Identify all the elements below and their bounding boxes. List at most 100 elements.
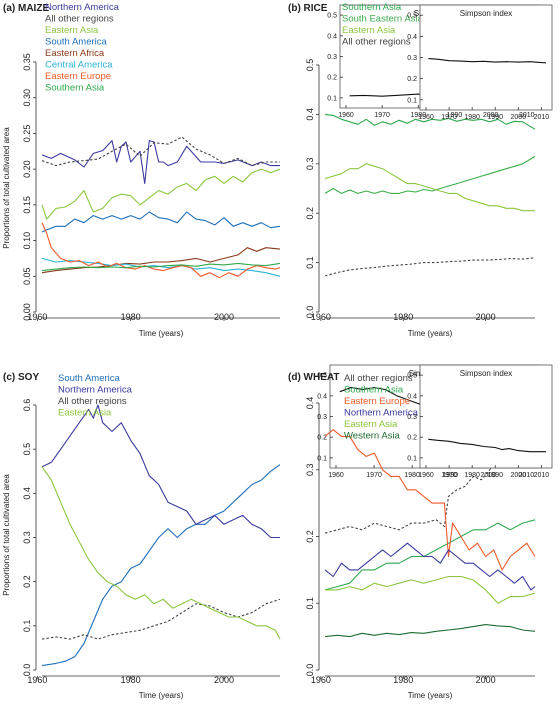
- x-tick-label: 2000: [476, 675, 496, 685]
- legend-entry-all-other-regions: All other regions: [342, 37, 411, 48]
- y-tick-label: 0.1: [305, 256, 315, 269]
- legend-entry-northern-america: Northern America: [344, 408, 419, 419]
- legend-entry-eastern-asia: Eastern Asia: [58, 408, 112, 419]
- series-line-south-eastern-asia: [324, 155, 536, 194]
- inset-title: Simpson index: [460, 369, 512, 378]
- legend-entry-eastern-europe: Eastern Europe: [344, 396, 410, 407]
- x-tick-label: 2000: [476, 312, 496, 322]
- legend-entry-eastern-europe: Eastern Europe: [45, 71, 111, 82]
- inset-y-tick-label: 0.4: [407, 34, 417, 41]
- y-tick-label: 0.10: [22, 232, 32, 250]
- series-line-eastern-asia: [324, 163, 535, 212]
- inset-x-tick-label: 2010: [519, 112, 535, 119]
- series-line-northern-america: [41, 404, 280, 539]
- inset-y-tick-label: 0.1: [407, 455, 417, 462]
- legend-entry-eastern-africa: Eastern Africa: [45, 48, 105, 59]
- inset-y-tick-label: 0.4: [317, 393, 327, 400]
- inset-y-tick-label: 0.5: [407, 13, 417, 20]
- series-line-eastern-europe: [41, 222, 281, 279]
- series-line-eastern-asia: [41, 168, 281, 220]
- y-tick-label: 0.4: [22, 487, 32, 500]
- x-tick-label: 1980: [393, 312, 413, 322]
- series-line-western-asia: [324, 624, 536, 638]
- legend-entry-all-other-regions: All other regions: [58, 396, 127, 407]
- legend-entry-south-eastern-asia: South Eastern Asia: [342, 14, 424, 25]
- x-tick-label: 2000: [214, 675, 234, 685]
- y-tick-label: 0.00: [22, 303, 32, 321]
- y-tick-label: 0.3: [22, 531, 32, 544]
- legend-entry-eastern-asia: Eastern Asia: [45, 25, 99, 36]
- inset-x-tick-label: 1960: [418, 472, 434, 479]
- y-tick-label: 0.2: [305, 530, 315, 543]
- y-tick-label: 0.5: [305, 59, 315, 72]
- inset-frame: [419, 4, 553, 111]
- inset-x-tick-label: 1980: [464, 114, 480, 121]
- inset-frame: [419, 364, 553, 469]
- simpson-index-inset: Simpson index 0.1 0.2 0.3 0.4 0.5 1960 1970 1980…: [407, 364, 553, 479]
- series-line-northern-america: [41, 140, 280, 184]
- inset-x-tick-label: 2000: [483, 112, 499, 119]
- inset-x-tick-label: 1970: [441, 114, 457, 121]
- inset-x-tick-label: 1970: [374, 112, 390, 119]
- inset-x-tick-label: 1960: [338, 112, 354, 119]
- inset-y-tick-label: 0.3: [407, 55, 417, 62]
- panel-label: (c) SOY: [3, 372, 39, 383]
- inset-x-tick-label: 1990: [447, 112, 463, 119]
- x-axis-title: Time (years): [139, 329, 184, 338]
- x-tick-label: 1960: [311, 312, 331, 322]
- y-tick-label: 0.2: [22, 575, 32, 588]
- y-tick-label: 0.1: [22, 620, 32, 633]
- y-tick-label: 0.30: [22, 89, 32, 107]
- inset-x-tick-label: 1980: [464, 472, 480, 479]
- x-tick-label: 2000: [214, 312, 234, 322]
- inset-y-tick-label: 0.3: [407, 414, 417, 421]
- series-line-all-other-regions: [41, 136, 280, 167]
- inset-x-tick-label: 1970: [366, 472, 382, 479]
- inset-y-tick-label: 0.5: [327, 13, 337, 20]
- legend-entry-eastern-asia: Eastern Asia: [344, 419, 398, 430]
- legend-entry-southern-asia: Southern Asia: [342, 2, 402, 13]
- y-tick-label: 0.6: [22, 399, 32, 412]
- legend-entry-southern-asia: Southern Asia: [45, 83, 105, 94]
- x-axis-title: Time (years): [139, 691, 184, 700]
- y-tick-label: 0.1: [305, 597, 315, 610]
- inset-simpson-line: [428, 438, 546, 453]
- inset-simpson-line: [428, 58, 547, 64]
- x-tick-label: 1960: [27, 312, 47, 322]
- y-tick-label: 0.0: [22, 664, 32, 677]
- inset-y-tick-label: 0.3: [327, 54, 337, 61]
- x-axis-title: Time (years): [408, 691, 453, 700]
- x-tick-label: 1980: [121, 675, 141, 685]
- inset-x-tick-label: 1960: [328, 472, 344, 479]
- series-line-southern-asia: [324, 113, 536, 130]
- inset-y-tick-label: 0.3: [317, 414, 327, 421]
- inset-x-tick-label: 1990: [442, 472, 458, 479]
- y-tick-label: 0.35: [22, 53, 32, 71]
- inset-y-tick-label: 0.2: [317, 435, 327, 442]
- legend-entry-western-asia: Western Asia: [344, 431, 401, 442]
- legend-entry-central-america: Central America: [45, 60, 113, 71]
- series-line-eastern-africa: [41, 247, 281, 274]
- series-line-eastern-asia: [41, 466, 281, 640]
- inset-y-tick-label: 0.4: [407, 393, 417, 400]
- series-line-all-other-regions: [324, 257, 536, 277]
- inset-y-tick-label: 0.2: [407, 435, 417, 442]
- simpson-index-inset: Simpson index 0.1 0.2 0.3 0.4 0.5 1960 1970 1980…: [407, 4, 553, 121]
- legend-entry-all-other-regions: All other regions: [344, 373, 413, 384]
- legend-entry-southern-asia: Southern Asia: [344, 385, 404, 396]
- y-axis-title: Proportions of total cultivated area: [2, 127, 11, 249]
- panel-label: (d) WHEAT: [288, 372, 339, 383]
- y-tick-label: 0.0: [305, 664, 315, 677]
- y-tick-label: 0.3: [305, 158, 315, 171]
- series-line-south-america: [41, 211, 281, 233]
- legend-entry-all-other-regions: All other regions: [45, 14, 114, 25]
- inset-x-tick-label: 1970: [441, 472, 457, 479]
- inset-x-tick-label: 1990: [487, 472, 503, 479]
- y-tick-label: 0.20: [22, 160, 32, 178]
- inset-x-tick-label: 1960: [418, 114, 434, 121]
- y-tick-label: 0.15: [22, 196, 32, 214]
- y-tick-label: 0.0: [305, 306, 315, 319]
- inset-x-tick-label: 2010: [534, 114, 550, 121]
- inset-y-tick-label: 0.1: [327, 95, 337, 102]
